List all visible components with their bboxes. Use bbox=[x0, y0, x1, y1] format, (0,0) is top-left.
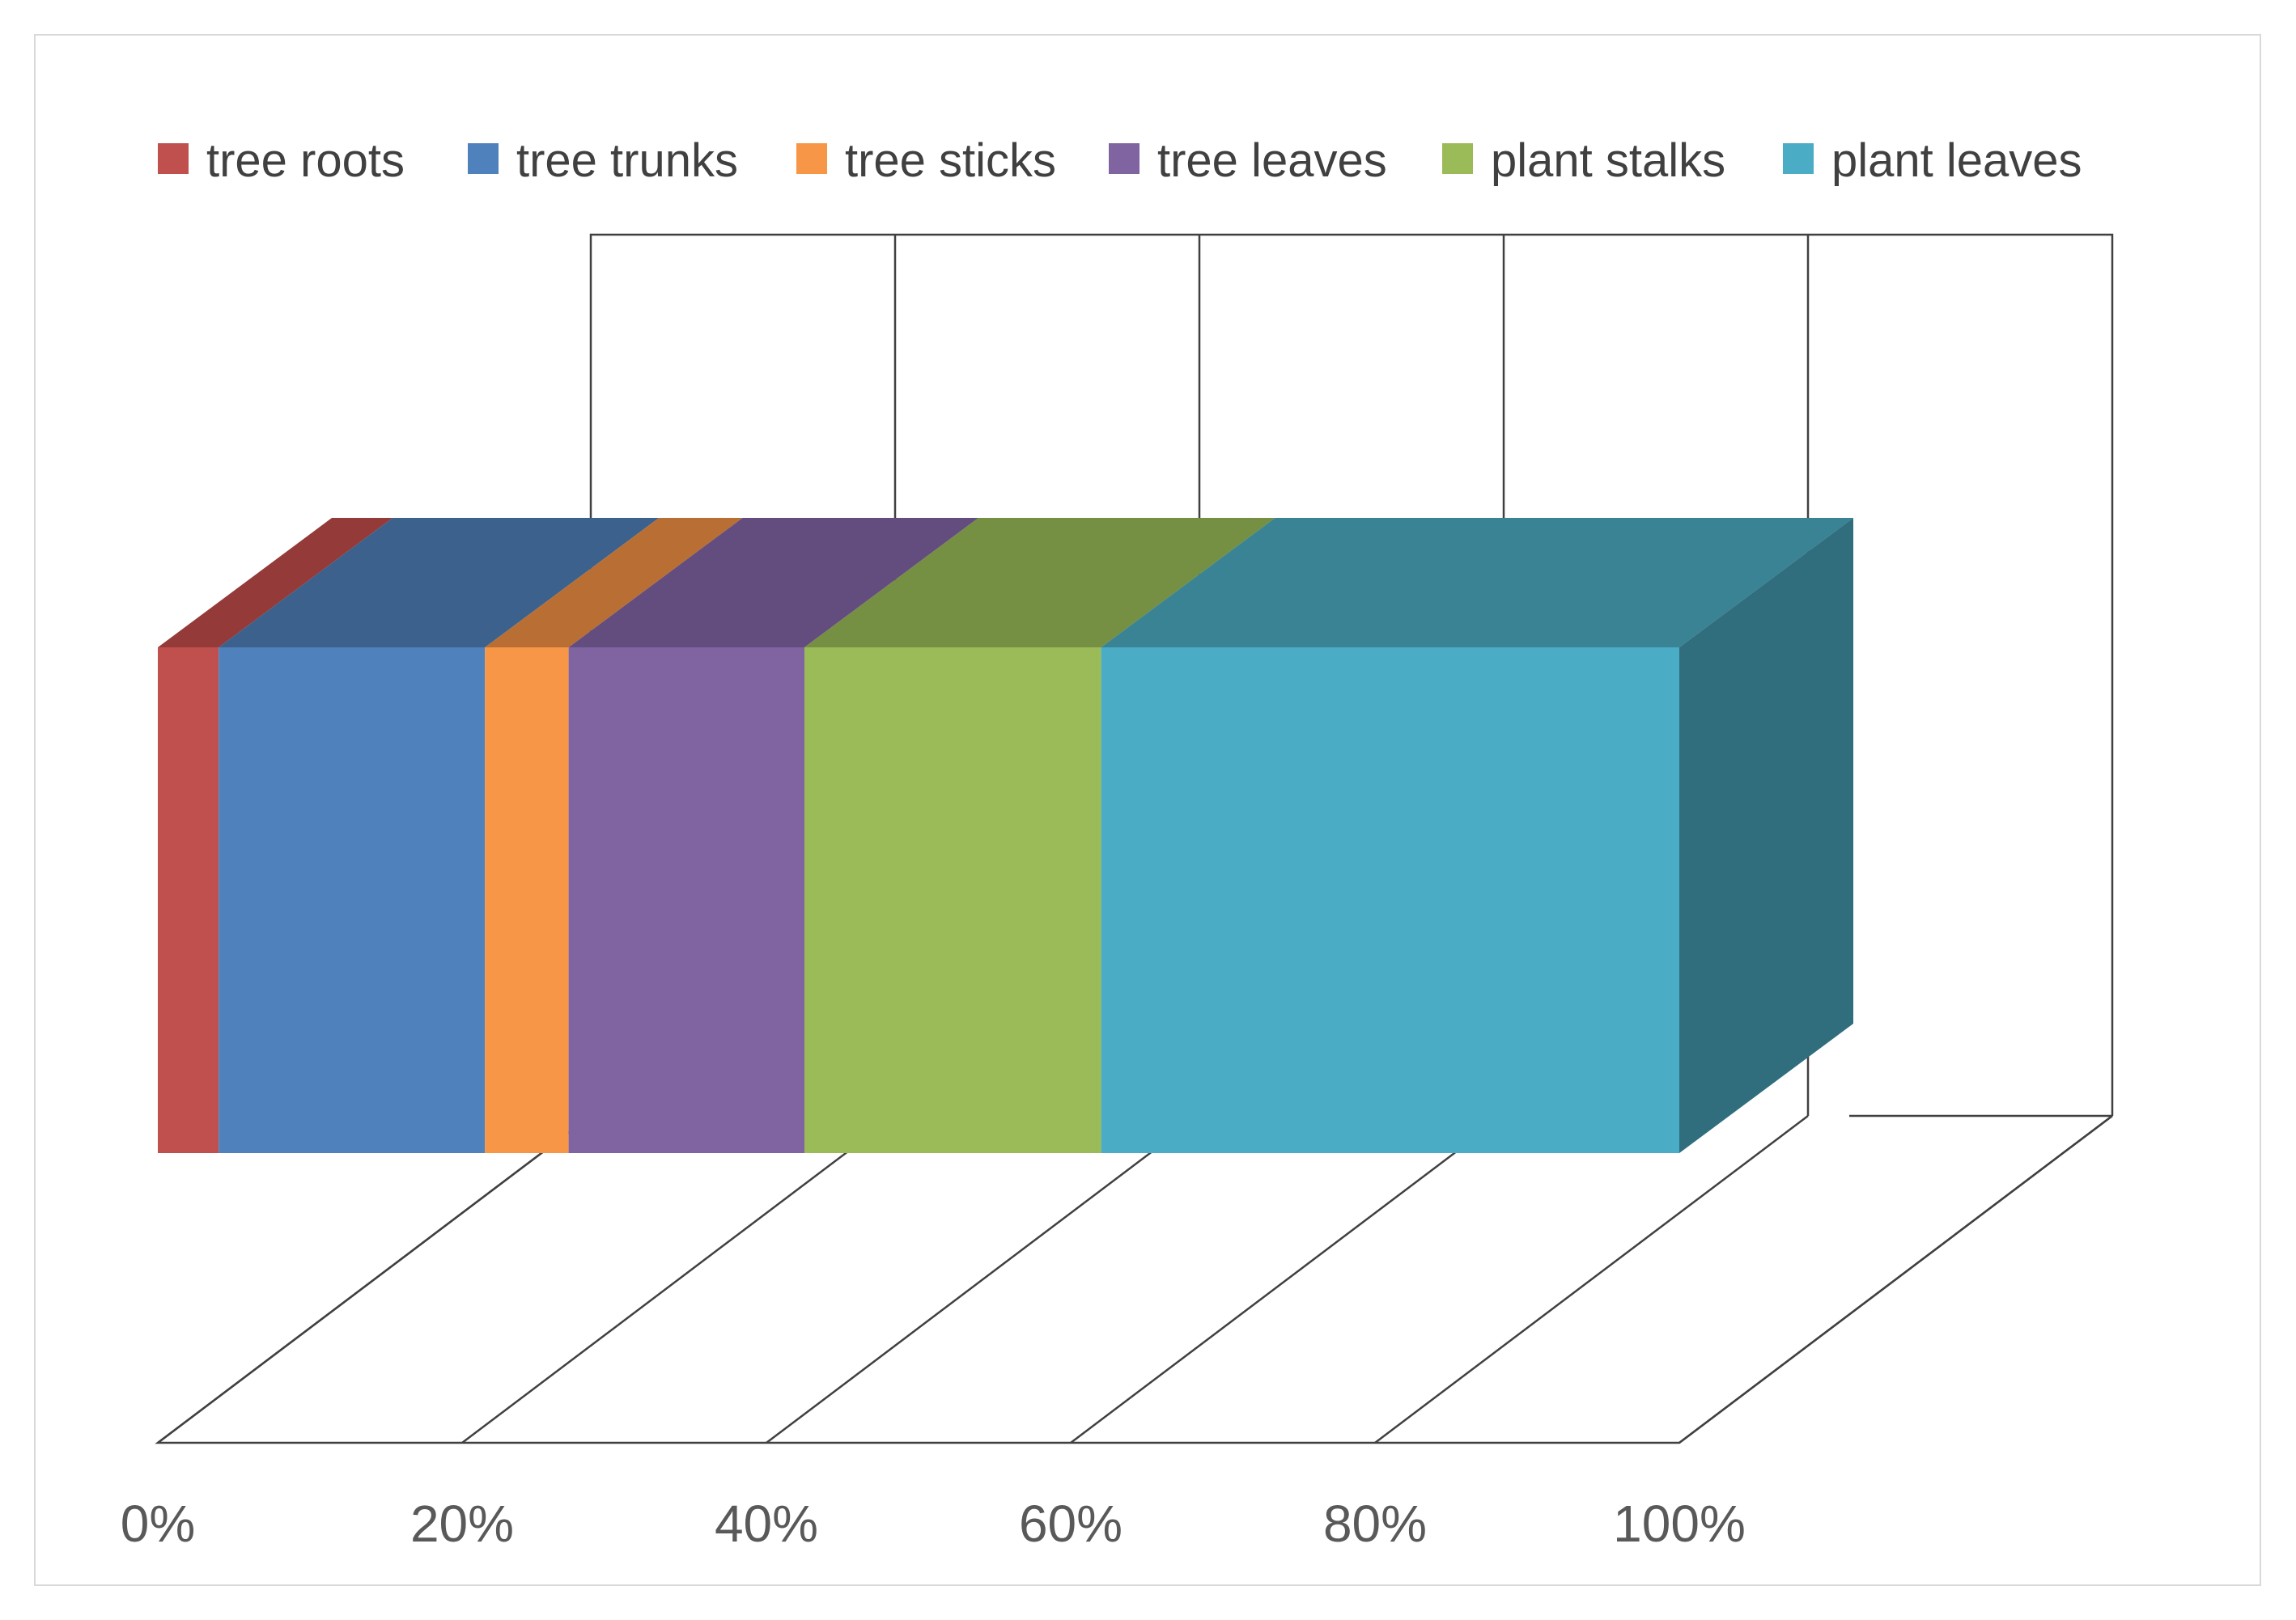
floor-gridline bbox=[461, 1115, 896, 1444]
legend-label: plant leaves bbox=[1831, 134, 2082, 187]
legend-item: plant leaves bbox=[1783, 134, 2082, 187]
bar-segment-tree-roots bbox=[158, 647, 219, 1153]
bar-top-tree-leaves bbox=[568, 518, 978, 647]
bar-segment-tree-leaves bbox=[568, 647, 804, 1153]
x-axis-ticks: 0% 20% 40% 60% 80% 100% bbox=[121, 1495, 1746, 1553]
x-tick-label: 80% bbox=[1323, 1495, 1427, 1553]
legend-swatch bbox=[468, 143, 499, 174]
floor-gridline bbox=[1678, 1115, 2113, 1444]
legend: tree roots tree trunks tree sticks tree lea… bbox=[158, 134, 2082, 187]
legend-swatch bbox=[1109, 143, 1140, 174]
bar-segment-plant-leaves bbox=[1101, 647, 1679, 1153]
legend-item: plant stalks bbox=[1442, 134, 1725, 187]
x-tick-label: 100% bbox=[1613, 1495, 1746, 1553]
legend-label: tree sticks bbox=[845, 134, 1056, 187]
legend-label: tree roots bbox=[206, 134, 405, 187]
floor-gridline bbox=[157, 1115, 592, 1444]
legend-label: tree trunks bbox=[516, 134, 738, 187]
x-tick-label: 40% bbox=[715, 1495, 818, 1553]
legend-item: tree roots bbox=[158, 134, 405, 187]
x-tick-label: 20% bbox=[410, 1495, 514, 1553]
legend-swatch bbox=[1783, 143, 1814, 174]
legend-label: tree leaves bbox=[1157, 134, 1387, 187]
x-tick-label: 60% bbox=[1019, 1495, 1123, 1553]
legend-item: tree trunks bbox=[468, 134, 738, 187]
legend-swatch bbox=[158, 143, 189, 174]
bar-segment-plant-stalks bbox=[804, 647, 1101, 1153]
floor-gridline bbox=[1374, 1115, 1809, 1444]
bar-side-plant-leaves bbox=[1679, 518, 1853, 1153]
bar-top-tree-sticks bbox=[485, 518, 743, 647]
legend-label: plant stalks bbox=[1491, 134, 1725, 187]
legend-swatch bbox=[796, 143, 827, 174]
bar-segment-tree-sticks bbox=[485, 647, 569, 1153]
x-tick-label: 0% bbox=[121, 1495, 196, 1553]
bar-top-plant-stalks bbox=[804, 518, 1275, 647]
legend-item: tree leaves bbox=[1109, 134, 1387, 187]
legend-item: tree sticks bbox=[796, 134, 1056, 187]
bar-top-tree-trunks bbox=[219, 518, 660, 647]
bar-stack bbox=[158, 518, 1853, 1153]
bar-top-plant-leaves bbox=[1101, 518, 1853, 647]
floor-gridline bbox=[766, 1115, 1200, 1444]
bar-segment-tree-trunks bbox=[219, 647, 486, 1153]
floor-gridline bbox=[1070, 1115, 1504, 1444]
legend-swatch bbox=[1442, 143, 1473, 174]
bar-top-tree-roots bbox=[158, 518, 393, 647]
